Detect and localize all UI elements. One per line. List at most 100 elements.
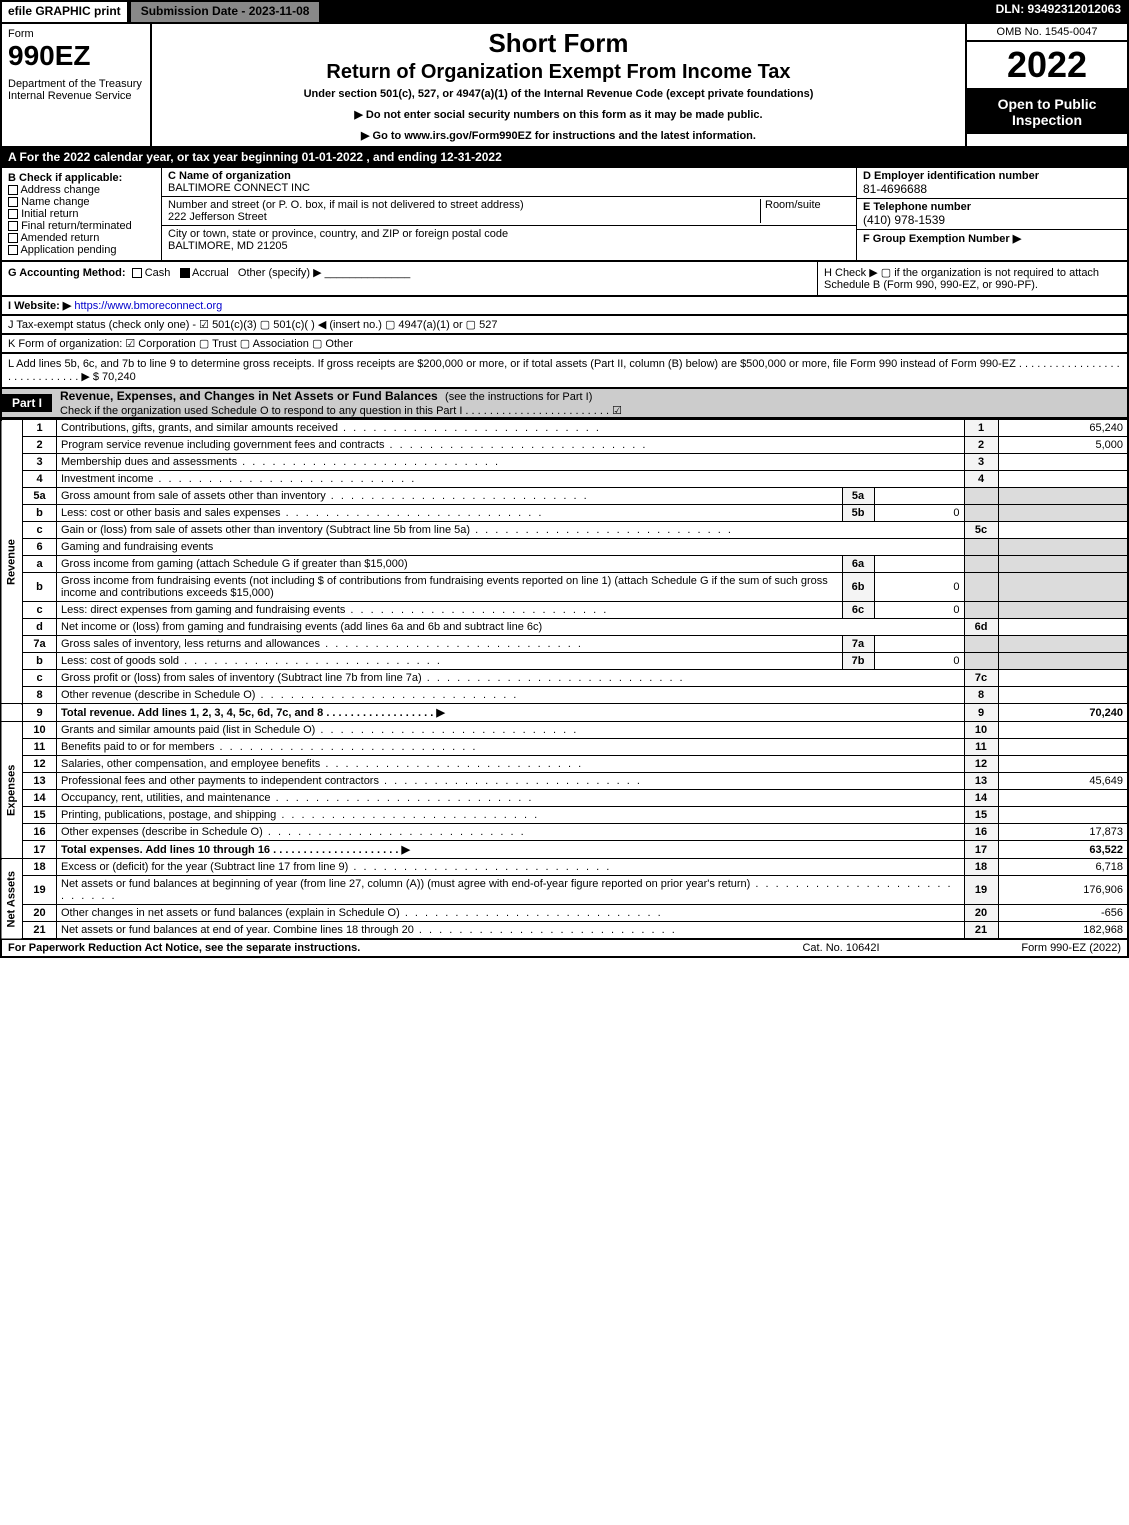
line-6c: cLess: direct expenses from gaming and f… [1, 602, 1128, 619]
gross-receipts-value: 70,240 [102, 371, 136, 383]
col-def: D Employer identification number 81-4696… [857, 168, 1127, 260]
form-header: Form 990EZ Department of the Treasury In… [0, 24, 1129, 148]
line-16: 16Other expenses (describe in Schedule O… [1, 824, 1128, 841]
line-6d: dNet income or (loss) from gaming and fu… [1, 619, 1128, 636]
line-18: Net Assets 18Excess or (deficit) for the… [1, 859, 1128, 876]
line-5b: bLess: cost or other basis and sales exp… [1, 505, 1128, 522]
page-footer: For Paperwork Reduction Act Notice, see … [0, 940, 1129, 958]
part-i-check: Check if the organization used Schedule … [60, 405, 622, 417]
org-street: 222 Jefferson Street [168, 211, 267, 223]
line-5c: cGain or (loss) from sale of assets othe… [1, 522, 1128, 539]
row-gh: G Accounting Method: Cash Accrual Other … [0, 262, 1129, 297]
row-j-tax-status: J Tax-exempt status (check only one) - ☑… [0, 316, 1129, 335]
line-8: 8Other revenue (describe in Schedule O) … [1, 687, 1128, 704]
line-9: 9Total revenue. Add lines 1, 2, 3, 4, 5c… [1, 704, 1128, 722]
b-header: B Check if applicable: [8, 172, 155, 184]
line-12: 12Salaries, other compensation, and empl… [1, 756, 1128, 773]
topbar-spacer [321, 0, 987, 24]
b-opt-final: Final return/terminated [8, 220, 155, 232]
line-17: 17Total expenses. Add lines 10 through 1… [1, 841, 1128, 859]
website-link[interactable]: https://www.bmoreconnect.org [74, 300, 222, 312]
footer-left: For Paperwork Reduction Act Notice, see … [8, 942, 741, 954]
line-14: 14Occupancy, rent, utilities, and mainte… [1, 790, 1128, 807]
header-left: Form 990EZ Department of the Treasury In… [2, 24, 152, 146]
open-public: Open to Public Inspection [967, 90, 1127, 134]
side-expenses: Expenses [1, 722, 23, 859]
header-right: OMB No. 1545-0047 2022 Open to Public In… [967, 24, 1127, 146]
form-word: Form [8, 28, 144, 40]
submission-date: Submission Date - 2023-11-08 [129, 0, 322, 24]
c-name-lbl: C Name of organization [168, 170, 291, 182]
line-7b: bLess: cost of goods sold 7b0 [1, 653, 1128, 670]
c-name-row: C Name of organization BALTIMORE CONNECT… [162, 168, 856, 197]
row-a-calendar-year: A For the 2022 calendar year, or tax yea… [0, 148, 1129, 168]
org-name: BALTIMORE CONNECT INC [168, 182, 310, 194]
side-net-assets: Net Assets [1, 859, 23, 940]
col-b-checkboxes: B Check if applicable: Address change Na… [2, 168, 162, 260]
line-6a: aGross income from gaming (attach Schedu… [1, 556, 1128, 573]
line-19: 19Net assets or fund balances at beginni… [1, 876, 1128, 905]
footer-cat: Cat. No. 10642I [741, 942, 941, 954]
ein-value: 81-4696688 [863, 182, 927, 196]
line-21: 21Net assets or fund balances at end of … [1, 922, 1128, 940]
short-form-title: Short Form [158, 28, 959, 59]
org-city: BALTIMORE, MD 21205 [168, 240, 288, 252]
line-2: 2Program service revenue including gover… [1, 437, 1128, 454]
efile-label: efile GRAPHIC print [0, 0, 129, 24]
e-phone-lbl: E Telephone number [863, 201, 971, 213]
h-schedule-b: H Check ▶ ▢ if the organization is not r… [817, 262, 1127, 295]
omb-number: OMB No. 1545-0047 [967, 24, 1127, 42]
f-group-lbl: F Group Exemption Number ▶ [863, 233, 1021, 245]
top-bar: efile GRAPHIC print Submission Date - 20… [0, 0, 1129, 24]
block-bcdef: B Check if applicable: Address change Na… [0, 168, 1129, 262]
line-4: 4Investment income 4 [1, 471, 1128, 488]
note-goto: ▶ Go to www.irs.gov/Form990EZ for instru… [158, 129, 959, 142]
c-room-lbl: Room/suite [765, 199, 821, 211]
part-i-title: Revenue, Expenses, and Changes in Net As… [60, 389, 438, 403]
phone-value: (410) 978-1539 [863, 213, 945, 227]
part-i-header: Part I Revenue, Expenses, and Changes in… [0, 389, 1129, 419]
line-5a: 5aGross amount from sale of assets other… [1, 488, 1128, 505]
b-opt-name: Name change [8, 196, 155, 208]
c-city-row: City or town, state or province, country… [162, 226, 856, 254]
c-addr-lbl: Number and street (or P. O. box, if mail… [168, 199, 524, 211]
main-title: Return of Organization Exempt From Incom… [158, 61, 959, 84]
line-10: Expenses 10Grants and similar amounts pa… [1, 722, 1128, 739]
line-6: 6Gaming and fundraising events [1, 539, 1128, 556]
c-city-lbl: City or town, state or province, country… [168, 228, 508, 240]
row-l-gross-receipts: L Add lines 5b, 6c, and 7b to line 9 to … [0, 354, 1129, 389]
row-k-form-org: K Form of organization: ☑ Corporation ▢ … [0, 335, 1129, 354]
under-section: Under section 501(c), 527, or 4947(a)(1)… [158, 88, 959, 100]
tax-year: 2022 [967, 42, 1127, 90]
row-i-website: I Website: ▶ https://www.bmoreconnect.or… [0, 297, 1129, 316]
note-ssn: ▶ Do not enter social security numbers o… [158, 108, 959, 121]
b-opt-amended: Amended return [8, 232, 155, 244]
b-opt-pending: Application pending [8, 244, 155, 256]
b-opt-initial: Initial return [8, 208, 155, 220]
line-15: 15Printing, publications, postage, and s… [1, 807, 1128, 824]
footer-right: Form 990-EZ (2022) [941, 942, 1121, 954]
d-ein-row: D Employer identification number 81-4696… [857, 168, 1127, 199]
e-phone-row: E Telephone number (410) 978-1539 [857, 199, 1127, 230]
b-opt-address: Address change [8, 184, 155, 196]
part-i-tag: Part I [2, 394, 52, 412]
line-13: 13Professional fees and other payments t… [1, 773, 1128, 790]
dln-label: DLN: 93492312012063 [988, 0, 1129, 24]
header-center: Short Form Return of Organization Exempt… [152, 24, 967, 146]
dept-text: Department of the Treasury Internal Reve… [8, 78, 144, 102]
line-7c: cGross profit or (loss) from sales of in… [1, 670, 1128, 687]
lines-table: Revenue 1Contributions, gifts, grants, a… [0, 419, 1129, 940]
line-7a: 7aGross sales of inventory, less returns… [1, 636, 1128, 653]
c-addr-row: Number and street (or P. O. box, if mail… [162, 197, 856, 226]
f-group-row: F Group Exemption Number ▶ [857, 230, 1127, 247]
g-accounting: G Accounting Method: Cash Accrual Other … [2, 262, 817, 295]
line-6b: bGross income from fundraising events (n… [1, 573, 1128, 602]
line-3: 3Membership dues and assessments 3 [1, 454, 1128, 471]
part-i-sub: (see the instructions for Part I) [445, 391, 592, 403]
d-ein-lbl: D Employer identification number [863, 170, 1039, 182]
col-c-org: C Name of organization BALTIMORE CONNECT… [162, 168, 857, 260]
form-number: 990EZ [8, 40, 144, 72]
line-1: Revenue 1Contributions, gifts, grants, a… [1, 420, 1128, 437]
line-20: 20Other changes in net assets or fund ba… [1, 905, 1128, 922]
line-11: 11Benefits paid to or for members 11 [1, 739, 1128, 756]
